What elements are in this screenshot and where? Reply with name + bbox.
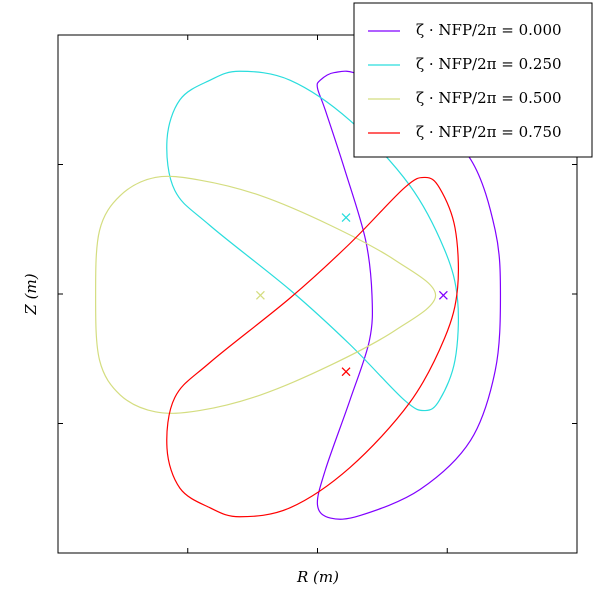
cross-section (95, 175, 437, 414)
magnetic-axis (341, 213, 351, 223)
legend-label: ζ · NFP/2π = 0.750 (416, 123, 562, 141)
legend-label: ζ · NFP/2π = 0.500 (416, 89, 562, 107)
cross-section (166, 70, 459, 412)
legend-box (353, 2, 593, 158)
magnetic-axis (341, 367, 351, 377)
magnetic-axis (438, 290, 448, 300)
x-axis-label: R (m) (296, 568, 339, 586)
magnetic-axis (255, 290, 265, 300)
legend-label: ζ · NFP/2π = 0.000 (416, 21, 562, 39)
cross-section (166, 176, 459, 518)
legend-label: ζ · NFP/2π = 0.250 (416, 55, 562, 73)
y-axis-label: Z (m) (22, 273, 40, 315)
